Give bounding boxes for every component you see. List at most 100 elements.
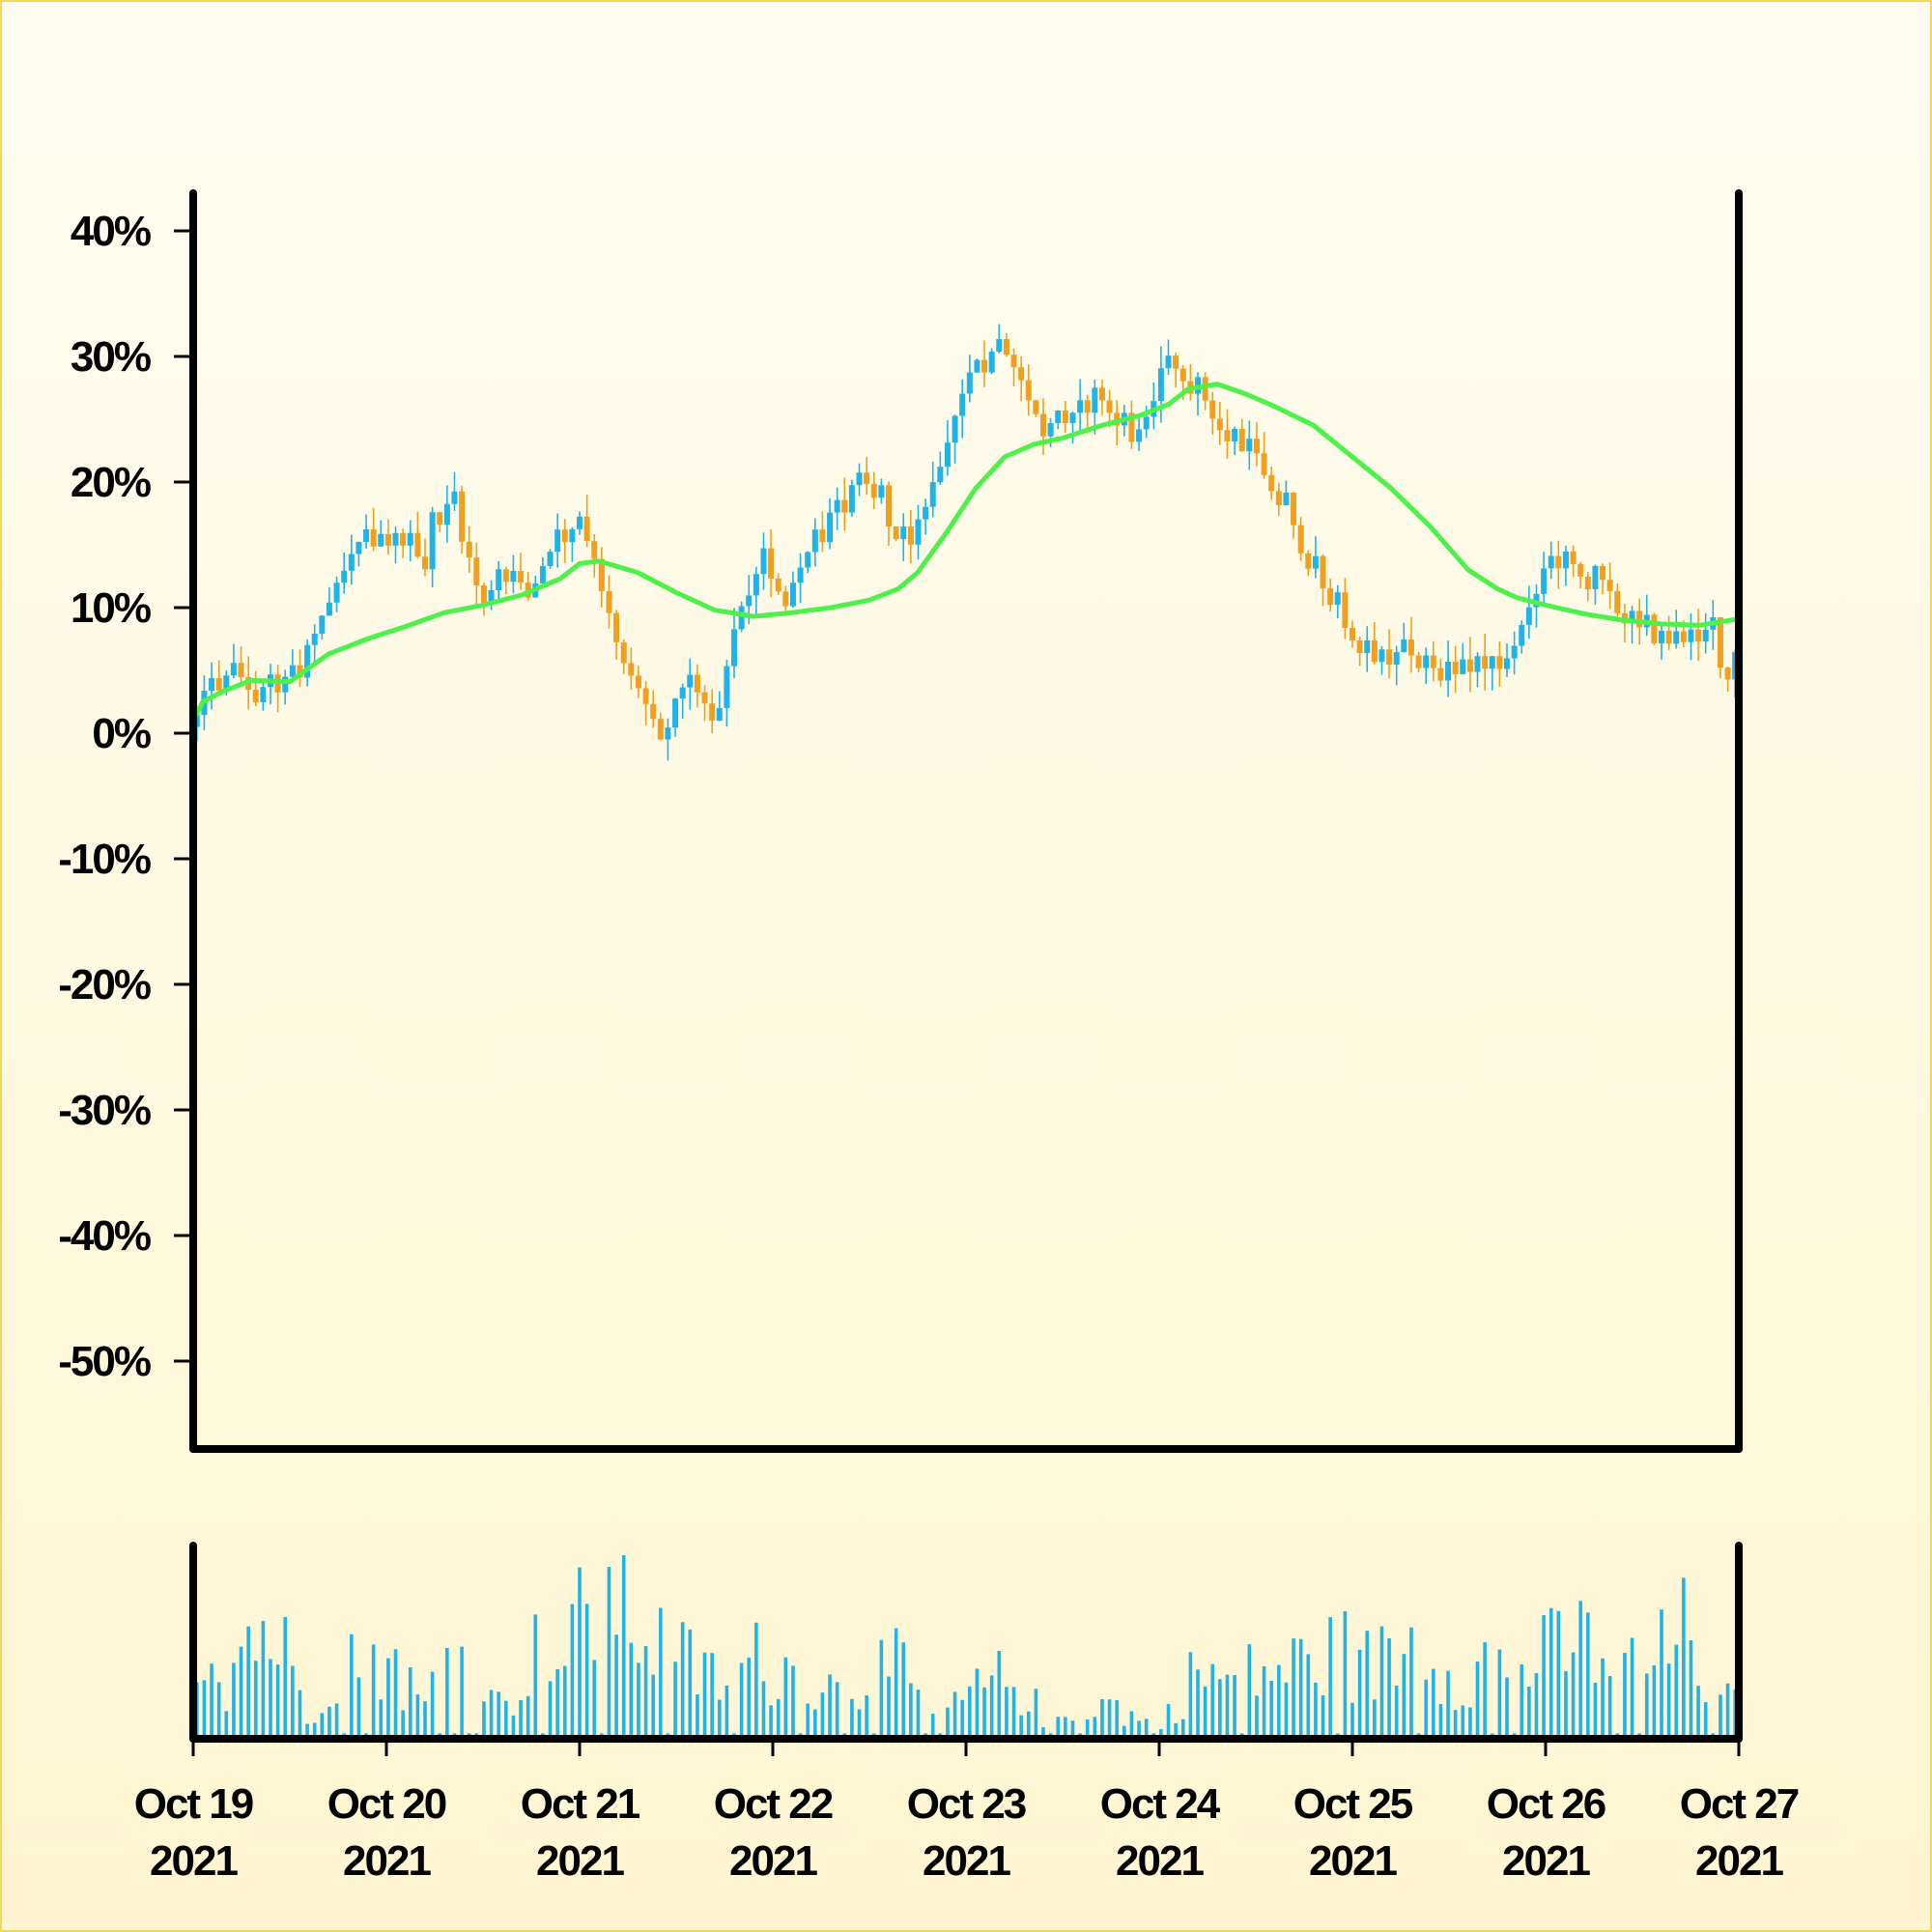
candle-body [443,503,450,526]
candle-body [311,633,318,645]
volume-bar [865,1695,868,1739]
volume-bar [1188,1652,1193,1739]
candle-body [635,675,641,689]
candle-body [1584,576,1591,589]
volume-bar [717,1699,722,1739]
volume-bar [1630,1637,1634,1739]
candle-body [1025,380,1032,401]
y-tick-label: -30% [58,1087,151,1134]
candle-body [1525,607,1532,625]
candle-body [230,663,237,676]
volume-bar [894,1628,898,1739]
candle-body [1504,658,1510,669]
volume-bar [952,1691,957,1739]
candle-body [1275,491,1282,505]
candle-body [952,415,958,443]
volume-bar [1247,1644,1252,1739]
candle-body [1010,355,1017,368]
volume-bar [1034,1689,1038,1739]
candle-body [1466,659,1473,672]
volume-bar [1682,1577,1686,1739]
volume-bar [1593,1682,1598,1739]
candle-body [1614,591,1621,613]
candle-body [1673,631,1680,644]
volume-bar [379,1699,384,1739]
volume-bar [460,1646,464,1739]
candle-body [1474,656,1481,672]
volume-bar [1159,1728,1163,1739]
volume-bar [1689,1639,1693,1739]
volume-bar [350,1634,354,1739]
candle-body [864,472,870,484]
candle-body [1702,629,1709,642]
candle-body [1173,355,1179,369]
volume-bar [982,1687,986,1739]
volume-bar [680,1622,685,1739]
volume-bar [621,1555,626,1739]
candle-body [1003,339,1009,355]
candle-body [510,571,517,582]
candle-body [1040,413,1046,437]
candle-body [1157,368,1164,402]
candle-body [223,675,230,692]
candle-body [848,485,855,513]
volume-bar [879,1639,884,1739]
volume-bar [415,1694,420,1739]
volume-bar [1505,1677,1509,1739]
candle-body [1430,655,1436,668]
candle-body [370,529,377,547]
volume-bar [312,1722,317,1739]
x-tick-label-date: Oct 23 [907,1780,1026,1828]
candle-body [1489,656,1495,669]
candle-body [488,589,495,603]
volume-bar [1343,1611,1348,1739]
candle-body [1312,555,1319,569]
volume-bar [1666,1663,1671,1739]
candle-body [1519,624,1525,646]
x-tick-label-year: 2021 [1502,1837,1590,1885]
volume-bar [835,1682,839,1739]
candle-body [1069,412,1076,423]
volume-bar [592,1660,597,1739]
candle-body [620,641,627,664]
volume-bar [1122,1725,1126,1739]
candle-body [650,703,657,720]
volume-bar [1144,1719,1149,1739]
volume-bar [1328,1617,1332,1739]
volume-bar [283,1616,288,1739]
candle-body [1460,659,1466,674]
volume-bar [1137,1720,1141,1739]
volume-bar [1005,1687,1009,1739]
candle-body [782,591,789,607]
volume-bar [1534,1672,1539,1739]
candle-body [1496,656,1503,669]
volume-bar [1233,1675,1236,1739]
candle-body [348,554,355,571]
candle-body [451,491,458,504]
candle-body [628,663,635,676]
volume-bar [1520,1663,1524,1739]
candle-body [1452,661,1459,674]
candle-body [827,512,834,543]
candle-body [1659,630,1664,643]
volume-bar [356,1677,361,1739]
volume-bar [1365,1631,1370,1739]
volume-bar [1483,1642,1487,1739]
volume-bar [989,1675,994,1739]
candle-body [746,595,753,607]
candle-body [1600,565,1606,581]
candle-body [1364,640,1371,654]
candle-body [1407,639,1414,656]
candle-body [974,359,980,373]
candle-body [1548,555,1554,569]
candle-body [893,526,899,540]
candle-body [709,703,716,722]
x-tick-label-date: Oct 24 [1100,1780,1221,1828]
candle-body [1128,412,1135,442]
x-tick-label-date: Oct 21 [521,1780,640,1828]
candle-body [1378,649,1385,663]
candle-body [1592,565,1599,589]
candle-body [1202,377,1208,401]
volume-bar [1578,1601,1582,1739]
